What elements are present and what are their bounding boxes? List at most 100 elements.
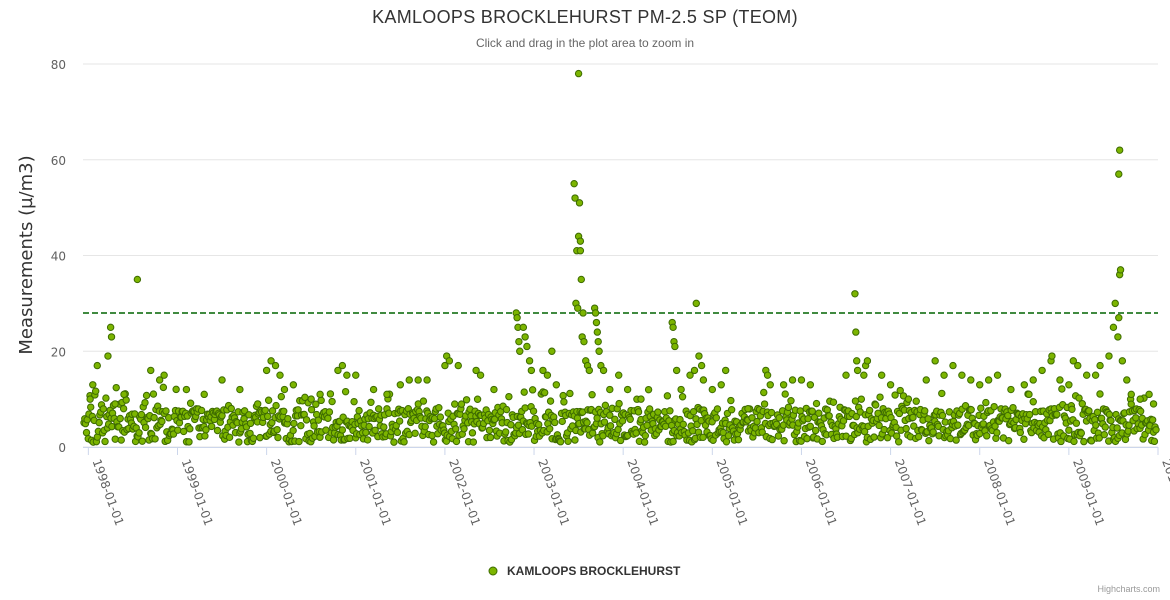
data-point[interactable] — [860, 427, 869, 436]
data-point[interactable] — [983, 432, 991, 440]
data-point[interactable] — [383, 390, 391, 399]
data-point[interactable] — [863, 357, 872, 365]
data-point[interactable] — [297, 421, 305, 430]
data-point[interactable] — [671, 342, 679, 351]
data-point[interactable] — [616, 436, 625, 445]
data-point[interactable] — [104, 352, 112, 360]
data-point[interactable] — [1152, 426, 1160, 434]
data-point[interactable] — [921, 407, 929, 415]
data-point[interactable] — [853, 366, 862, 375]
data-point[interactable] — [393, 428, 402, 437]
data-point[interactable] — [839, 417, 848, 425]
data-point[interactable] — [159, 383, 168, 392]
data-point[interactable] — [806, 422, 814, 431]
data-point[interactable] — [341, 387, 350, 396]
data-point[interactable] — [271, 361, 280, 370]
data-point[interactable] — [640, 438, 649, 446]
data-point[interactable] — [1075, 394, 1083, 402]
data-point[interactable] — [958, 371, 966, 379]
data-point[interactable] — [875, 421, 883, 430]
data-point[interactable] — [712, 414, 721, 422]
data-point[interactable] — [1116, 266, 1125, 274]
data-point[interactable] — [812, 399, 821, 408]
data-point[interactable] — [865, 406, 874, 415]
data-point[interactable] — [485, 426, 494, 435]
data-point[interactable] — [202, 426, 210, 434]
data-point[interactable] — [436, 413, 445, 421]
data-point[interactable] — [734, 435, 743, 444]
data-point[interactable] — [666, 407, 674, 415]
data-point[interactable] — [414, 376, 422, 384]
data-point[interactable] — [355, 406, 363, 415]
data-point[interactable] — [520, 388, 528, 396]
data-point[interactable] — [938, 389, 946, 398]
data-point[interactable] — [179, 427, 188, 436]
data-point[interactable] — [116, 414, 124, 423]
data-point[interactable] — [910, 422, 918, 430]
data-point[interactable] — [119, 404, 128, 413]
data-point[interactable] — [460, 425, 468, 433]
data-point[interactable] — [1053, 410, 1061, 419]
data-point[interactable] — [641, 431, 650, 440]
data-point[interactable] — [486, 433, 495, 442]
data-point[interactable] — [993, 371, 1002, 379]
data-point[interactable] — [1070, 437, 1078, 446]
data-point[interactable] — [151, 435, 159, 443]
data-point[interactable] — [99, 405, 108, 413]
data-point[interactable] — [295, 437, 303, 446]
data-point[interactable] — [314, 416, 323, 424]
data-point[interactable] — [686, 371, 694, 379]
data-point[interactable] — [925, 436, 933, 445]
data-point[interactable] — [1068, 405, 1076, 414]
data-point[interactable] — [1114, 333, 1122, 341]
data-point[interactable] — [1004, 411, 1012, 420]
data-point[interactable] — [1149, 400, 1158, 408]
data-point[interactable] — [669, 437, 677, 446]
data-point[interactable] — [521, 404, 529, 412]
data-point[interactable] — [429, 438, 438, 446]
data-point[interactable] — [89, 381, 97, 389]
data-point[interactable] — [338, 426, 347, 434]
data-point[interactable] — [576, 237, 585, 245]
data-point[interactable] — [699, 376, 708, 384]
data-point[interactable] — [326, 390, 335, 398]
data-point[interactable] — [690, 366, 699, 375]
data-point[interactable] — [515, 337, 523, 346]
data-point[interactable] — [1136, 395, 1144, 403]
data-point[interactable] — [811, 426, 820, 435]
data-point[interactable] — [596, 438, 604, 446]
data-point[interactable] — [546, 425, 554, 433]
data-point[interactable] — [1115, 314, 1123, 322]
data-point[interactable] — [502, 405, 511, 414]
data-point[interactable] — [678, 393, 687, 401]
data-point[interactable] — [637, 395, 645, 403]
data-point[interactable] — [362, 428, 370, 437]
data-point[interactable] — [611, 415, 619, 424]
data-point[interactable] — [505, 392, 513, 401]
data-point[interactable] — [513, 314, 521, 322]
data-point[interactable] — [784, 403, 793, 412]
data-point[interactable] — [225, 433, 234, 442]
data-point[interactable] — [580, 337, 588, 346]
data-point[interactable] — [1069, 357, 1078, 365]
data-point[interactable] — [451, 400, 459, 408]
data-point[interactable] — [692, 299, 700, 308]
data-point[interactable] — [307, 405, 316, 414]
data-point[interactable] — [993, 428, 1001, 437]
data-point[interactable] — [787, 397, 795, 405]
data-point[interactable] — [419, 397, 428, 405]
data-point[interactable] — [1074, 361, 1082, 370]
data-point[interactable] — [558, 417, 566, 426]
data-point[interactable] — [713, 405, 722, 413]
data-point[interactable] — [1025, 390, 1033, 399]
data-point[interactable] — [276, 371, 284, 379]
data-point[interactable] — [912, 397, 920, 405]
data-point[interactable] — [1044, 430, 1053, 439]
data-point[interactable] — [645, 405, 654, 413]
data-point[interactable] — [924, 415, 932, 423]
data-point[interactable] — [272, 401, 280, 410]
data-point[interactable] — [521, 333, 529, 341]
data-point[interactable] — [852, 412, 861, 421]
data-point[interactable] — [262, 366, 271, 375]
data-point[interactable] — [1065, 426, 1073, 434]
